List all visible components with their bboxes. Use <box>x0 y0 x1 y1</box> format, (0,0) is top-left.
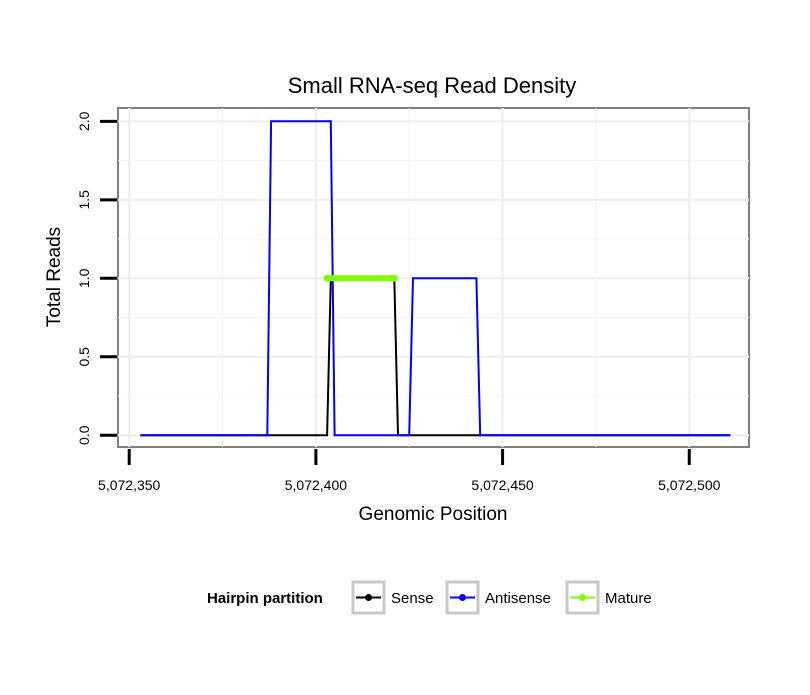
legend-label: Mature <box>605 590 652 607</box>
x-tick-label: 5,072,350 <box>98 477 160 493</box>
y-axis-label: Total Reads <box>44 227 65 327</box>
y-axis: 0.0 0.5 1.0 1.5 2.0 <box>76 111 117 445</box>
legend-item-sense: Sense <box>351 580 434 615</box>
chart-title: Small RNA-seq Read Density <box>288 73 577 98</box>
x-axis-label: Genomic Position <box>359 504 508 525</box>
series-point-mature <box>390 274 398 282</box>
x-axis: 5,072,350 5,072,400 5,072,450 5,072,500 <box>98 449 721 493</box>
legend-item-antisense: Antisense <box>445 580 551 615</box>
y-tick-label: 1.0 <box>76 268 92 288</box>
legend-key-point <box>365 594 372 601</box>
series-point-mature <box>323 274 331 282</box>
series-line-antisense <box>140 120 731 437</box>
series-layer <box>140 120 731 437</box>
legend-key-point <box>459 594 466 601</box>
legend-item-mature: Mature <box>565 580 652 615</box>
grid-minor <box>118 108 749 447</box>
y-tick-label: 0.0 <box>76 425 92 445</box>
x-tick-label: 5,072,500 <box>658 477 720 493</box>
legend: Hairpin partition Sense Antisense Mature <box>207 580 652 615</box>
legend-label: Sense <box>391 590 434 607</box>
y-tick-label: 1.5 <box>76 190 92 210</box>
x-tick-label: 5,072,450 <box>471 477 533 493</box>
y-tick-label: 0.5 <box>76 347 92 367</box>
y-tick-label: 2.0 <box>76 111 92 131</box>
legend-label: Antisense <box>485 590 551 607</box>
x-tick-label: 5,072,400 <box>285 477 347 493</box>
legend-key-point <box>579 594 586 601</box>
legend-title: Hairpin partition <box>207 590 323 607</box>
legend-items: Sense Antisense Mature <box>351 580 652 615</box>
